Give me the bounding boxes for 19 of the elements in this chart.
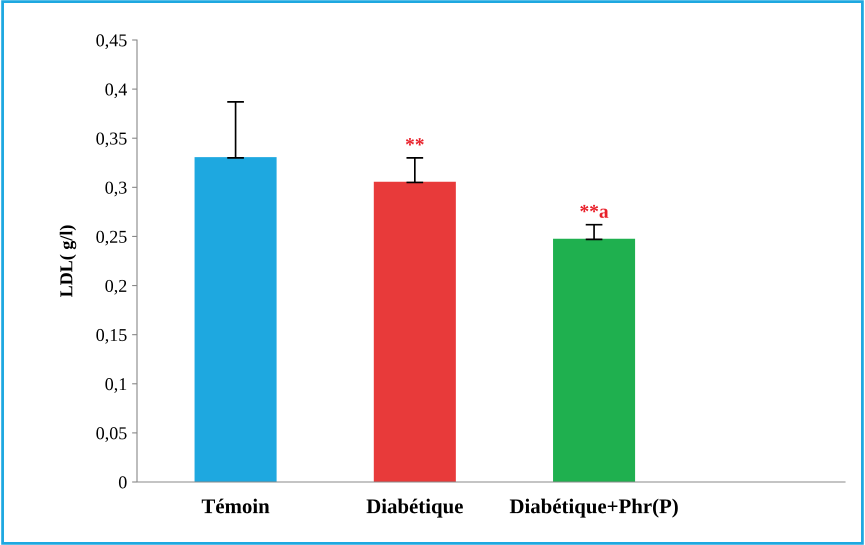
- y-tick-label: 0,25: [96, 230, 127, 246]
- x-tick-label: Diabétique+Phr(P): [510, 498, 678, 518]
- y-tick-label: 0,3: [105, 182, 127, 196]
- x-tick-label: Témoin: [202, 498, 270, 514]
- y-tick-label: 0,15: [96, 328, 127, 344]
- bar: [374, 182, 456, 482]
- y-tick-label: 0,05: [96, 427, 127, 442]
- y-tick-label: 0: [118, 476, 127, 488]
- bar: [553, 238, 636, 482]
- y-tick-label: 0,4: [105, 83, 127, 98]
- bar: [194, 157, 277, 482]
- x-tick-label: Diabétique: [366, 498, 463, 518]
- y-tick-label: 0,35: [96, 132, 127, 148]
- annotation: **a: [580, 204, 608, 218]
- y-tick-label: 0,2: [105, 280, 126, 295]
- y-tick-label: 0,45: [96, 34, 127, 50]
- y-tick-label: 0,1: [105, 378, 126, 393]
- annotation: **: [406, 138, 424, 146]
- y-axis-title: LDL( g/l): [60, 225, 76, 298]
